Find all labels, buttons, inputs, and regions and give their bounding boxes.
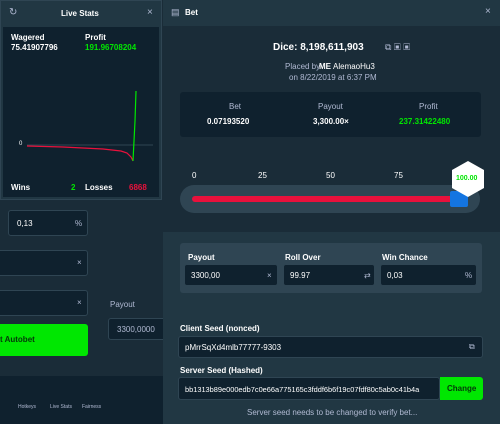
input-value: 3300,00 [191, 271, 220, 280]
slider-tick: 25 [258, 171, 267, 180]
zero-label: 0 [19, 141, 23, 147]
input-label: Win Chance [382, 253, 428, 262]
close-icon[interactable]: × [485, 6, 491, 17]
share-icons[interactable]: ⧉ ▣ ▣ [385, 42, 411, 52]
stat-value: 237.31422480 [399, 117, 451, 126]
slider-handle [450, 191, 468, 207]
seed-note: Server seed needs to be changed to verif… [247, 408, 418, 417]
nav-item[interactable]: Live Stats [50, 404, 72, 410]
field-unit: % [75, 219, 83, 228]
username[interactable]: AlemaoHu3 [333, 62, 375, 71]
stats-body: Wagered 75.41907796 Profit 191.96708204 … [3, 27, 159, 197]
user-badge: ME [319, 62, 331, 71]
autobet-button[interactable]: t Autobet [0, 324, 88, 356]
payout-label: Payout [110, 300, 135, 309]
stat-label: Profit [419, 102, 438, 111]
copy-icon[interactable]: ⧉ [469, 342, 475, 351]
change-button[interactable]: Change [440, 377, 483, 400]
server-seed-field[interactable]: bb1313b89e000edb7c0e66a775165c3fddf6b6f1… [178, 377, 440, 400]
result-hex [452, 161, 484, 197]
wins-value: 2 [71, 183, 76, 192]
stat-label: Payout [318, 102, 343, 111]
stats-box [180, 92, 481, 137]
bg-field[interactable]: × [0, 290, 88, 316]
input-value: 0,03 [387, 271, 403, 280]
input-value: 99.97 [290, 271, 311, 280]
client-seed-label: Client Seed (nonced) [180, 324, 260, 333]
payout-value: 3300,0000 [117, 325, 155, 334]
input-icon: % [465, 271, 473, 280]
client-seed-field[interactable]: pMrrSqXd4mlb77777-9303 ⧉ [178, 336, 483, 358]
nav-item[interactable]: Fairness [82, 404, 102, 410]
wagered-value: 75.41907796 [11, 43, 58, 52]
nav-item[interactable]: Hotkeys [18, 404, 37, 410]
stat-value: 0.07193520 [207, 117, 250, 126]
placed-by: Placed by [285, 62, 321, 71]
losses-label: Losses [85, 183, 113, 192]
bg-field[interactable]: × [0, 250, 88, 276]
seeds-section [163, 310, 500, 424]
bg-field[interactable]: 0,13 % [8, 210, 88, 236]
stat-label: Bet [229, 102, 242, 111]
modal-title: Bet [185, 8, 198, 17]
change-label: Change [447, 384, 477, 393]
clear-icon: × [77, 258, 82, 267]
slider-tick: 0 [192, 171, 197, 180]
refresh-icon[interactable]: ↻ [9, 7, 18, 18]
modal-header: ▤ Bet × [163, 0, 500, 26]
bet-date: on 8/22/2019 at 6:37 PM [289, 73, 377, 82]
input-field[interactable]: 3300,00 × [184, 264, 278, 286]
losses-value: 6868 [129, 183, 147, 192]
live-stats-panel: ↻ Live Stats × Wagered 75.41907796 Profi… [0, 0, 162, 200]
input-label: Payout [188, 253, 215, 262]
field-value: 0,13 [17, 219, 33, 228]
server-seed: bb1313b89e000edb7c0e66a775165c3fddf6b6f1… [185, 385, 420, 394]
input-icon: × [267, 271, 272, 280]
profit-value: 191.96708204 [85, 43, 137, 52]
receipt-icon: ▤ [171, 7, 180, 17]
slider-tick: 75 [394, 171, 403, 180]
slider-fill [192, 196, 454, 202]
bet-modal: ▤ Bet × Dice: 8,198,611,903 ⧉ ▣ ▣ Placed… [163, 0, 500, 424]
input-label: Roll Over [285, 253, 321, 262]
bottom-nav: Hotkeys Live Stats Fairness [0, 376, 163, 424]
input-icon: ⇄ [364, 271, 371, 280]
game-id: Dice: 8,198,611,903 [273, 42, 364, 53]
panel-title: Live Stats [61, 9, 99, 18]
close-icon[interactable]: × [147, 7, 153, 18]
payout-field[interactable]: 3300,0000 [108, 318, 168, 340]
wins-label: Wins [11, 183, 31, 192]
slider-track [180, 185, 480, 213]
clear-icon: × [77, 298, 82, 307]
input-field[interactable]: 99.97 ⇄ [283, 264, 375, 286]
sparkline [26, 90, 153, 162]
input-field[interactable]: 0,03% [380, 264, 477, 286]
stat-value: 3,300.00× [313, 117, 349, 126]
profit-label: Profit [85, 33, 106, 42]
slider-tick: 50 [326, 171, 335, 180]
result-value: 100.00 [456, 175, 478, 182]
button-label: t Autobet [0, 335, 35, 344]
client-seed: pMrrSqXd4mlb77777-9303 [185, 343, 282, 352]
server-seed-label: Server Seed (Hashed) [180, 366, 263, 375]
wagered-label: Wagered [11, 33, 45, 42]
